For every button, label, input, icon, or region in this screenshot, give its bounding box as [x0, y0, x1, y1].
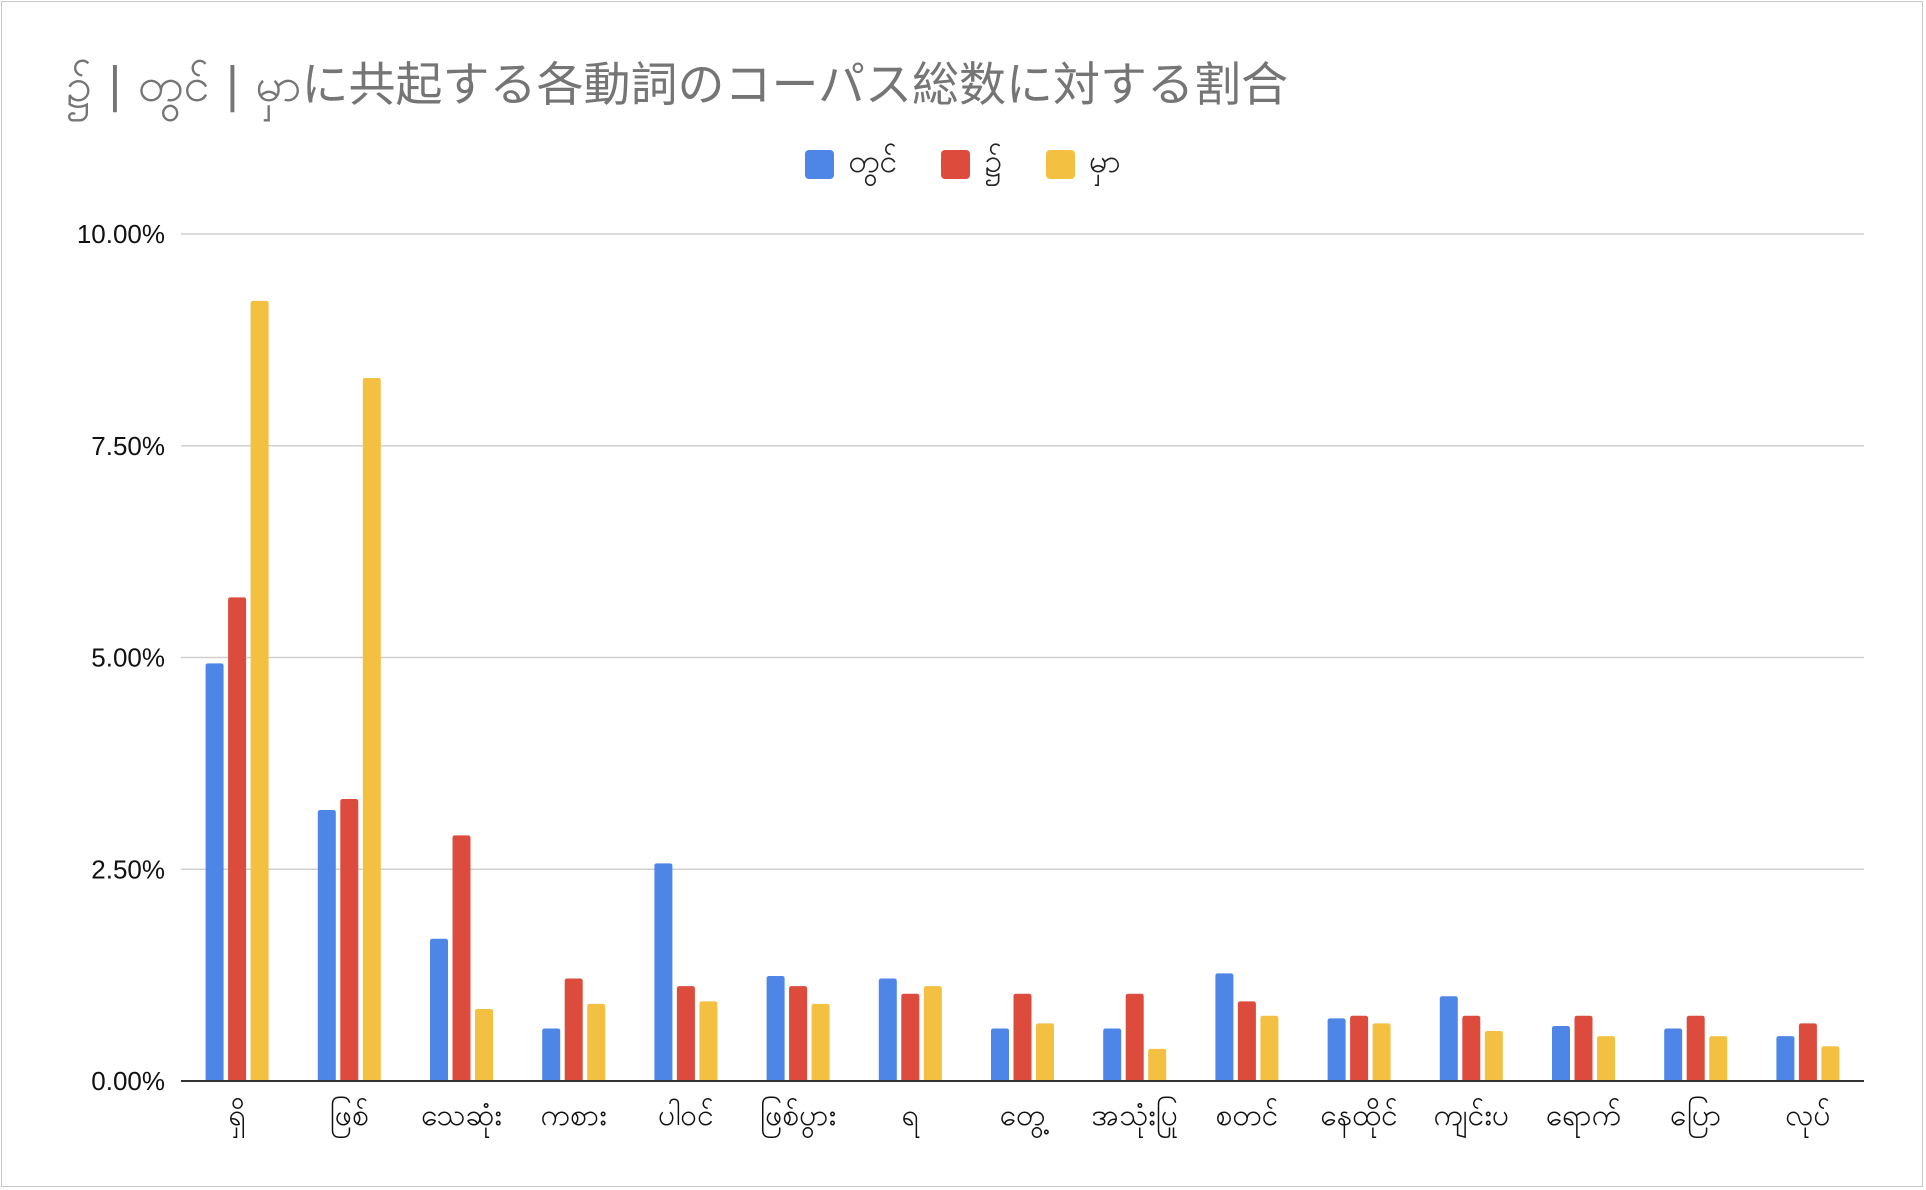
- legend-item: ၌: [941, 140, 1002, 188]
- bar: [1709, 1036, 1728, 1081]
- bar: [1327, 1018, 1346, 1081]
- bar: [340, 798, 359, 1081]
- x-tick-label: ရ: [902, 1098, 921, 1139]
- bar: [1798, 1023, 1817, 1081]
- bar: [1821, 1046, 1840, 1081]
- bar: [991, 1028, 1009, 1081]
- bar: [452, 835, 471, 1081]
- bar: [1237, 1001, 1256, 1081]
- bar: [564, 978, 583, 1081]
- bar: [901, 993, 920, 1081]
- y-tick-label: 0.00%: [91, 1066, 165, 1096]
- x-tick-label: သေဆုံး: [421, 1098, 502, 1139]
- legend-label: မှာ: [1089, 142, 1121, 180]
- bar: [1372, 1023, 1391, 1081]
- legend-item: တွင်: [805, 140, 897, 188]
- bar: [362, 377, 381, 1081]
- x-tick-label: စတင်: [1216, 1098, 1279, 1133]
- legend-swatch: [1046, 149, 1076, 179]
- bar: [1013, 993, 1032, 1081]
- x-tick-label: ကျင်းပ: [1434, 1098, 1509, 1139]
- bar: [1350, 1015, 1369, 1081]
- bar: [587, 1003, 606, 1081]
- bar: [430, 938, 448, 1081]
- bar: [317, 809, 336, 1081]
- x-tick-label: လုပ်: [1785, 1098, 1830, 1139]
- bar: [475, 1009, 493, 1081]
- x-tick-label: ရောက်: [1546, 1098, 1621, 1139]
- bar: [1439, 996, 1458, 1081]
- x-tick-label: နေထိုင်: [1320, 1098, 1397, 1139]
- bar: [1462, 1015, 1481, 1081]
- x-tick-label: ရှိ: [228, 1098, 245, 1139]
- bar: [1552, 1025, 1570, 1081]
- bar: [1484, 1031, 1503, 1081]
- legend-label: ၌: [984, 142, 1003, 180]
- bar: [878, 978, 897, 1081]
- legend: တွင် ၌ မှာ: [0, 140, 1926, 188]
- y-tick-label: 7.50%: [91, 431, 165, 461]
- legend-swatch: [941, 149, 971, 179]
- bar: [205, 663, 224, 1081]
- x-tick-label: တွေ့: [1000, 1098, 1049, 1139]
- bar: [1215, 973, 1234, 1081]
- bar: [1036, 1023, 1054, 1081]
- bar: [1776, 1036, 1795, 1081]
- x-tick-label: ကစား: [541, 1098, 607, 1133]
- bar: [923, 986, 942, 1081]
- bar: [1686, 1015, 1705, 1081]
- legend-swatch: [805, 149, 835, 179]
- x-tick-label: အသုံးပြု: [1092, 1096, 1178, 1139]
- bar: [654, 863, 673, 1081]
- bar: [1148, 1048, 1167, 1081]
- bar: [250, 300, 269, 1082]
- y-tick-label: 2.50%: [91, 854, 165, 884]
- legend-label: တွင်: [848, 142, 898, 180]
- bar: [228, 597, 247, 1081]
- bar: [1125, 993, 1144, 1081]
- x-tick-label: ဖြစ်: [330, 1096, 369, 1139]
- bar: [1597, 1036, 1615, 1081]
- bar: [1664, 1028, 1683, 1081]
- x-tick-label: ဖြစ်ပွား: [760, 1096, 836, 1139]
- y-tick-label: 10.00%: [77, 219, 165, 249]
- bar: [1260, 1015, 1279, 1081]
- x-tick-label: ပြော: [1670, 1096, 1721, 1139]
- bar: [1574, 1015, 1593, 1081]
- x-tick-label: ပါဝင်: [658, 1097, 714, 1133]
- y-tick-label: 5.00%: [91, 643, 165, 673]
- legend-item: မှာ: [1046, 140, 1121, 188]
- bar: [699, 1001, 718, 1081]
- bar: [789, 986, 808, 1081]
- bar: [542, 1028, 561, 1081]
- chart-title: ၌ | တွင် | မှာに共起する各動詞のコーパス総数に対する割合: [66, 58, 1289, 113]
- bar: [676, 986, 695, 1081]
- bar: [811, 1003, 830, 1081]
- bar: [1103, 1028, 1122, 1081]
- bar: [766, 975, 785, 1081]
